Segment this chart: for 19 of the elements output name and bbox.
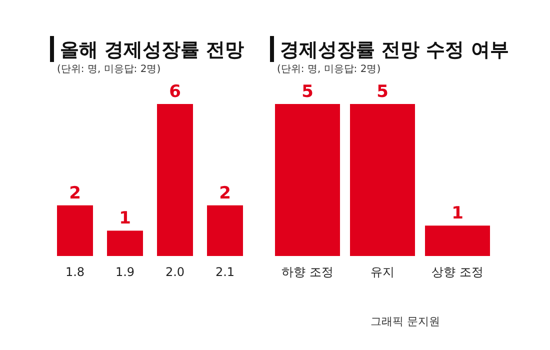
data-label: 1 [452,204,464,224]
x-tick-label: 2.0 [165,265,185,279]
data-label: 2 [219,183,231,204]
chart-title: 올해 경제성장률 전망 [60,39,244,61]
chart-subtitle: (단위: 명, 미응답: 2명) [277,64,381,75]
text: 그래픽 문지원 [370,315,440,328]
x-tick-label: 1.9 [115,265,135,279]
chart-title: 경제성장률 전망 수정 여부 [280,39,509,61]
x-tick-label: 2.1 [215,265,235,279]
data-label: 5 [302,82,314,102]
x-tick-label: 하향 조정 [282,265,334,279]
chart-subtitle: (단위: 명, 미응답: 2명) [57,64,161,75]
x-tick-label: 1.8 [65,265,85,279]
x-tick-label: 상향 조정 [432,265,484,279]
data-label: 1 [119,208,131,229]
x-tick-label: 유지 [370,265,394,279]
data-label: 6 [169,82,181,102]
data-label: 2 [69,183,81,204]
data-label: 5 [376,82,388,102]
